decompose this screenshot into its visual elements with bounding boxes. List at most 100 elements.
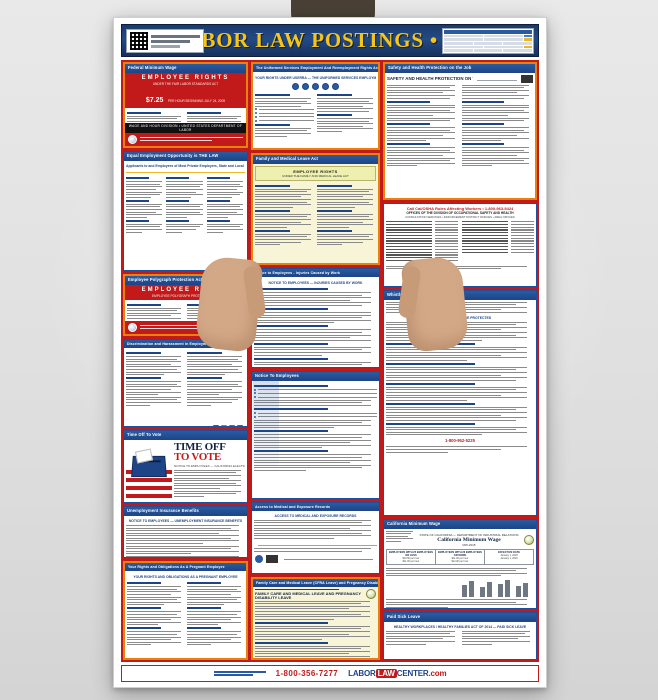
list-item [462,221,534,223]
panel-subtitle: Applicants to and Employees of Most Priv… [126,164,245,169]
panel-time-off-to-vote[interactable]: Time Off To Vote TIME OFF TO VOTE [123,430,248,504]
panel-paid-sick-leave[interactable]: Paid Sick Leave HEALTHY WORKPLACES / HEA… [383,612,537,660]
cmw-title-block: STATE OF CALIFORNIA — DEPARTMENT OF INDU… [414,531,524,549]
list-item [462,246,534,248]
panel-userra[interactable]: The Uniformed Services Employment And Re… [251,62,380,150]
marines-seal-icon [322,83,329,91]
list-item [462,232,534,234]
labor-law-poster[interactable]: LABOR LAW POSTINGS • 2018 Federal Minimu… [113,17,547,688]
record-field-row[interactable] [254,541,377,546]
panel-notice-to-employees[interactable]: Notice To Employees [251,370,380,499]
logo-part-domain: .com [428,669,447,678]
list-item [386,223,458,225]
body-col-left [127,302,184,321]
panel-body: Applicants to and Employees of Most Priv… [124,161,247,270]
field-label [254,542,255,546]
state-seal-icon [524,534,534,545]
dir-logo-icon [266,555,278,564]
panel-subtitle: YOUR RIGHTS UNDER USERRA — THE UNIFORMED… [255,75,376,80]
panel-pregnant-employee-rights[interactable]: Your Rights and Obligations As A Pregnan… [123,561,248,660]
osha-services-line: CONSULTATION SERVICES • ENFORCEMENT DIST… [405,215,515,219]
minimum-wage-table: EMPLOYERS WITH 25 EMPLOYEES OR LESS $10.… [386,548,534,565]
list-item [386,237,458,239]
qr-caption [151,34,200,48]
wage-hour-division-band: WAGE AND HOUR DIVISION • UNITED STATES D… [125,123,246,133]
body-col-right [317,183,376,263]
table-col-small-employers: EMPLOYERS WITH 25 EMPLOYEES OR LESS $10.… [387,549,436,564]
panel-safety-health-protection[interactable]: Safety and Health Protection on the Job … [383,62,537,200]
qr-code-icon [130,32,148,50]
list-item [462,251,534,253]
panel-access-medical-exposure-records[interactable]: Access to Medical and Exposure Records A… [251,501,380,574]
panel-subtitle: SAFETY AND HEALTH PROTECTION ON THE JOB [387,76,473,82]
banner-subtitle: UNDER THE FAMILY AND MEDICAL LEAVE ACT [282,173,349,178]
whistleblower-hotline: 1-800-952-5225 [445,438,475,444]
list-item [462,248,534,250]
posting-date-field[interactable] [477,76,517,82]
vote-subtitle: NOTICE TO EMPLOYEES — CALIFORNIA ELECTIO… [174,463,245,468]
panel-federal-minimum-wage[interactable]: Federal Minimum Wage EMPLOYEE RIGHTS UND… [123,62,248,148]
footer-note [213,671,266,676]
panel-body [125,108,246,123]
list-item [386,246,458,248]
body-col-right [187,110,244,122]
panel-header: Notice to Employees - Injuries Caused by… [252,269,379,278]
panel-equal-employment-opportunity[interactable]: Equal Employment Opportunity is THE LAW … [123,151,248,271]
social-icons-row[interactable]: f t i in [126,424,245,427]
panel-header: Your Rights and Obligations As A Pregnan… [125,563,246,572]
minimum-wage-value-row: $7.25 PER HOUR BEGINNING JULY 24, 2009 [125,87,246,108]
panel-header: Access to Medical and Exposure Records [252,502,379,511]
panel-cfra-pdl-leave[interactable]: Family Care and Medical Leave (CFRA Leav… [251,576,380,660]
body-col-left [387,84,459,198]
panel-body: FAMILY CARE AND MEDICAL LEAVE AND PREGNA… [253,586,378,658]
osha-office-listings [386,221,534,263]
field-input[interactable] [257,541,377,546]
panel-notice-to-employees-injuries[interactable]: Notice to Employees - Injuries Caused by… [251,268,380,368]
panel-body: SAFETY AND HEALTH PROTECTION ON THE JOB [385,73,535,198]
poster-title-bar: LABOR LAW POSTINGS • 2018 [121,24,539,57]
poster-footer[interactable]: 1-800-356-7277 LABOR LAW CENTER.com [121,665,539,682]
army-seal-icon [292,83,299,91]
panel-california-minimum-wage[interactable]: California Minimum Wage STATE OF CALIFOR… [383,519,537,609]
linkedin-icon[interactable]: in [237,425,243,427]
instagram-icon[interactable]: i [229,425,235,427]
agency-credit [140,136,243,142]
qr-code-block [126,29,204,53]
osha-phone-header: Call Cal/OSHA Rules Affecting Workers • … [384,204,536,221]
panel-discrimination-harassment-prohibited[interactable]: Discrimination and Harassment in Employm… [123,339,248,428]
agency-credit [140,324,243,330]
body-col-left [255,183,314,263]
list-item [386,232,458,234]
footer-phone[interactable]: 1-800-356-7277 [275,669,339,678]
footer-website-logo[interactable]: LABOR LAW CENTER.com [348,669,447,678]
list-item [462,229,534,231]
employee-rights-banner: EMPLOYEE RIGHTS UNDER THE FAIR LABOR STA… [125,72,246,88]
panel-header: Time Off To Vote [124,431,247,440]
panel-body: ACCESS TO MEDICAL AND EXPOSURE RECORDS [252,511,379,573]
body-col-right [461,84,534,198]
minimum-wage-amount: $7.25 [145,96,164,104]
panel-body: NOTICE TO EMPLOYEES — INJURIES CAUSED BY… [252,277,379,367]
enforcement-offices-list [386,221,458,263]
panel-body: YOUR RIGHTS AND OBLIGATIONS AS A PREGNAN… [125,571,246,658]
dol-seal-icon [128,323,137,332]
panel-header: Unemployment Insurance Benefits [124,507,247,516]
banner-subtitle: UNDER THE FAIR LABOR STANDARDS ACT [152,81,219,86]
navy-seal-icon [302,83,309,91]
panel-body: NOTICE TO EMPLOYEES — UNEMPLOYMENT INSUR… [124,516,247,558]
list-item [462,240,534,242]
panel-subtitle: ACCESS TO MEDICAL AND EXPOSURE RECORDS [274,514,357,519]
panel-body [252,381,379,498]
dol-seal-icon [128,135,137,144]
panel-header: Federal Minimum Wage [125,64,246,73]
facebook-icon[interactable]: f [213,425,219,427]
panel-family-medical-leave-act[interactable]: Family and Medical Leave Act EMPLOYEE RI… [251,153,380,265]
panel-unemployment-insurance-benefits[interactable]: Unemployment Insurance Benefits NOTICE T… [123,506,248,559]
list-item [386,257,458,259]
air-force-seal-icon [312,83,319,91]
panel-header: Paid Sick Leave [384,613,536,622]
vote-title-line2: TO VOTE [174,451,222,464]
table-col-effective-date: EFFECTIVE DATE January 1, 2018 January 1… [498,550,520,560]
twitter-icon[interactable]: t [221,425,227,427]
eeo-col-3 [206,175,245,234]
